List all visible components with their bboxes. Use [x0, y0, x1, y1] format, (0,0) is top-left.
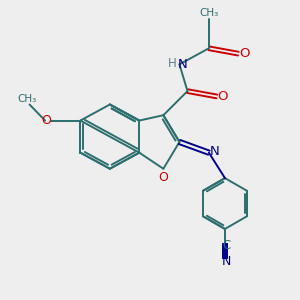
Text: H: H [168, 56, 176, 70]
Text: O: O [158, 171, 168, 184]
Text: O: O [239, 47, 250, 60]
Text: O: O [41, 114, 51, 127]
Text: CH₃: CH₃ [17, 94, 37, 103]
Text: C: C [222, 239, 230, 252]
Text: O: O [218, 90, 228, 103]
Text: CH₃: CH₃ [199, 8, 218, 18]
Text: N: N [222, 255, 231, 268]
Text: N: N [178, 58, 188, 71]
Text: N: N [210, 145, 220, 158]
